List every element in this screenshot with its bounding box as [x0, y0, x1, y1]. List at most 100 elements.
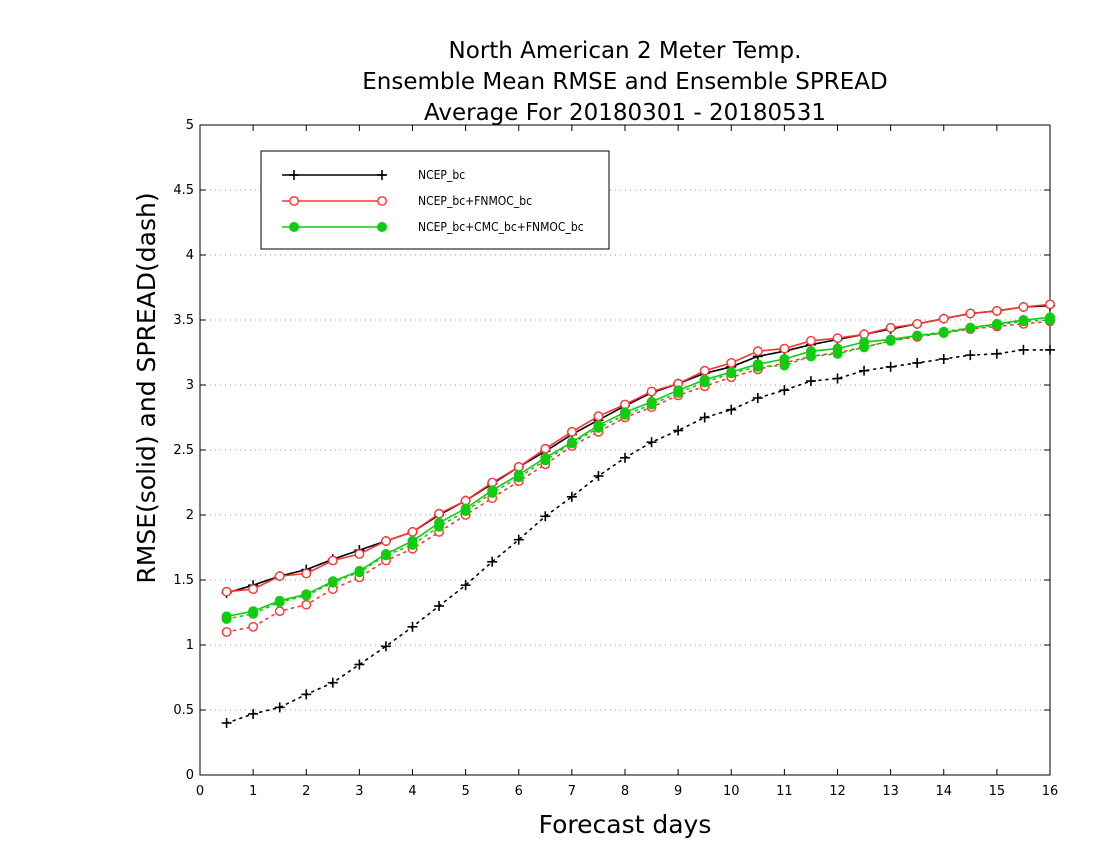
rmse-point — [593, 420, 604, 431]
spread-line — [225, 320, 1051, 633]
legend-marker-right — [377, 170, 387, 180]
rmse-point — [752, 359, 763, 370]
spread-point — [327, 677, 338, 688]
rmse-point — [912, 318, 923, 329]
x-tick-label: 13 — [882, 784, 899, 799]
spread-point — [540, 511, 551, 522]
spread-point — [1018, 344, 1029, 355]
spread-point — [726, 404, 737, 415]
legend-item-2: NCEP_bc+CMC_bc+FNMOC_bc — [282, 220, 584, 234]
rmse-point — [593, 411, 604, 422]
rmse-point — [354, 549, 365, 559]
x-tick-label: 8 — [621, 784, 629, 799]
x-tick-label: 3 — [355, 784, 363, 799]
x-tick-label: 9 — [674, 784, 682, 799]
legend-label: NCEP_bc+FNMOC_bc — [418, 194, 532, 208]
y-tick-label: 3 — [186, 378, 194, 393]
rmse-point — [779, 343, 790, 354]
rmse-point — [779, 354, 790, 364]
rmse-point — [885, 334, 896, 345]
y-tick-label: 0 — [186, 768, 194, 783]
rmse-point — [327, 576, 338, 587]
y-tick-label: 0.5 — [173, 703, 194, 718]
x-tick-label: 2 — [302, 784, 310, 799]
x-tick-label: 11 — [776, 784, 793, 799]
spread-point — [673, 425, 684, 436]
y-tick-label: 4.5 — [173, 183, 194, 198]
rmse-point — [885, 322, 896, 333]
spread-point — [646, 437, 657, 448]
rmse-point — [1045, 312, 1055, 323]
spread-point — [274, 702, 285, 713]
rmse-point — [540, 443, 551, 454]
spread-point — [434, 601, 445, 611]
spread-point — [221, 627, 232, 637]
rmse-point — [274, 595, 285, 606]
spread-point — [460, 580, 471, 591]
x-tick-label: 14 — [935, 784, 952, 799]
rmse-point — [965, 322, 976, 333]
spread-point — [301, 689, 312, 700]
x-tick-label: 0 — [196, 784, 204, 799]
rmse-point — [566, 426, 577, 437]
spread-point — [566, 491, 577, 502]
spread-point — [354, 659, 365, 670]
rmse-point — [752, 346, 763, 357]
rmse-point — [513, 469, 524, 480]
spread-point — [248, 708, 259, 719]
rmse-point — [673, 385, 684, 396]
legend-marker-left — [289, 170, 299, 180]
chart-title-line-2: Ensemble Mean RMSE and Ensemble SPREAD — [362, 69, 888, 95]
rmse-point — [327, 555, 338, 566]
rmse-point — [354, 565, 365, 576]
rmse-point — [965, 308, 976, 319]
series-group — [221, 299, 1055, 728]
spread-point — [221, 718, 232, 728]
rmse-point — [301, 589, 312, 600]
y-tick-label: 1 — [186, 638, 194, 653]
spread-point — [487, 556, 498, 567]
series-1 — [221, 299, 1055, 637]
rmse-point — [646, 396, 657, 407]
rmse-point — [566, 437, 577, 448]
spread-point — [1045, 344, 1055, 355]
legend-marker-left — [289, 196, 299, 206]
y-axis-title: RMSE(solid) and SPREAD(dash) — [132, 192, 161, 583]
rmse-line — [226, 303, 1051, 593]
legend-item-0: NCEP_bc — [282, 168, 465, 182]
y-tick-label: 2.5 — [173, 443, 194, 458]
legend-box — [260, 150, 610, 250]
x-tick-label: 15 — [989, 784, 1006, 799]
spread-point — [620, 452, 630, 463]
rmse-point — [540, 452, 551, 463]
rmse-point — [938, 313, 949, 324]
chart-title-line-1: North American 2 Meter Temp. — [448, 38, 802, 64]
legend-marker-right — [377, 196, 387, 206]
chart-title-line-3: Average For 20180301 - 20180531 — [423, 100, 827, 126]
spread-point — [274, 606, 285, 617]
rmse-point — [460, 503, 471, 514]
rmse-point — [274, 571, 285, 581]
rmse-line — [226, 316, 1051, 618]
spread-point — [912, 357, 923, 368]
chart-title: North American 2 Meter Temp. Ensemble Me… — [200, 36, 1050, 129]
legend-marker-left — [289, 222, 299, 232]
spread-point — [593, 471, 604, 481]
rmse-point — [407, 527, 418, 537]
rmse-point — [991, 318, 1002, 329]
rmse-point — [832, 333, 843, 344]
spread-point — [779, 385, 790, 396]
spread-point — [301, 599, 312, 610]
rmse-point — [301, 568, 312, 579]
rmse-point — [938, 328, 949, 338]
rmse-point — [912, 330, 923, 341]
spread-point — [991, 348, 1002, 359]
x-tick-label: 5 — [461, 784, 469, 799]
rmse-point — [859, 337, 870, 348]
axis-ticks: 00.511.522.533.544.550 1 2 3 4 5 6 7 8 9 10 11 12 13 1… — [173, 118, 1058, 799]
spread-point — [938, 354, 949, 364]
rmse-point — [620, 407, 630, 418]
spread-line — [225, 349, 1051, 724]
spread-point — [965, 350, 976, 361]
